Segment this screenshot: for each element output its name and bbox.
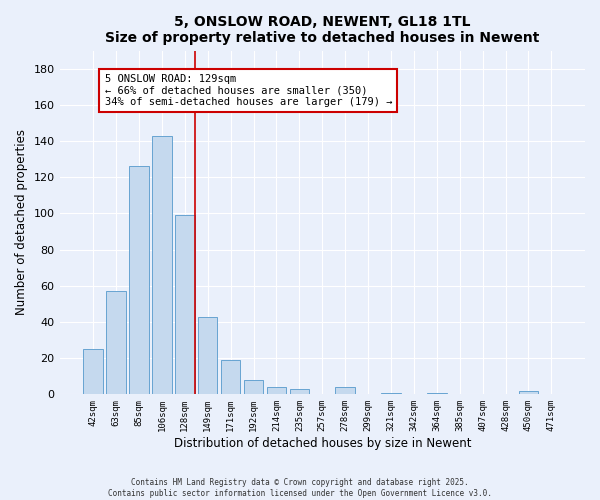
Title: 5, ONSLOW ROAD, NEWENT, GL18 1TL
Size of property relative to detached houses in: 5, ONSLOW ROAD, NEWENT, GL18 1TL Size of… xyxy=(105,15,539,45)
Bar xyxy=(335,387,355,394)
Text: 5 ONSLOW ROAD: 129sqm
← 66% of detached houses are smaller (350)
34% of semi-det: 5 ONSLOW ROAD: 129sqm ← 66% of detached … xyxy=(104,74,392,108)
X-axis label: Distribution of detached houses by size in Newent: Distribution of detached houses by size … xyxy=(173,437,471,450)
Bar xyxy=(427,392,446,394)
Bar xyxy=(381,392,401,394)
Bar xyxy=(221,360,241,394)
Y-axis label: Number of detached properties: Number of detached properties xyxy=(15,130,28,316)
Bar xyxy=(129,166,149,394)
Bar xyxy=(244,380,263,394)
Bar xyxy=(519,390,538,394)
Bar xyxy=(290,389,309,394)
Bar xyxy=(198,316,217,394)
Text: Contains HM Land Registry data © Crown copyright and database right 2025.
Contai: Contains HM Land Registry data © Crown c… xyxy=(108,478,492,498)
Bar xyxy=(152,136,172,394)
Bar xyxy=(106,291,126,395)
Bar xyxy=(267,387,286,394)
Bar xyxy=(175,215,194,394)
Bar xyxy=(83,349,103,395)
